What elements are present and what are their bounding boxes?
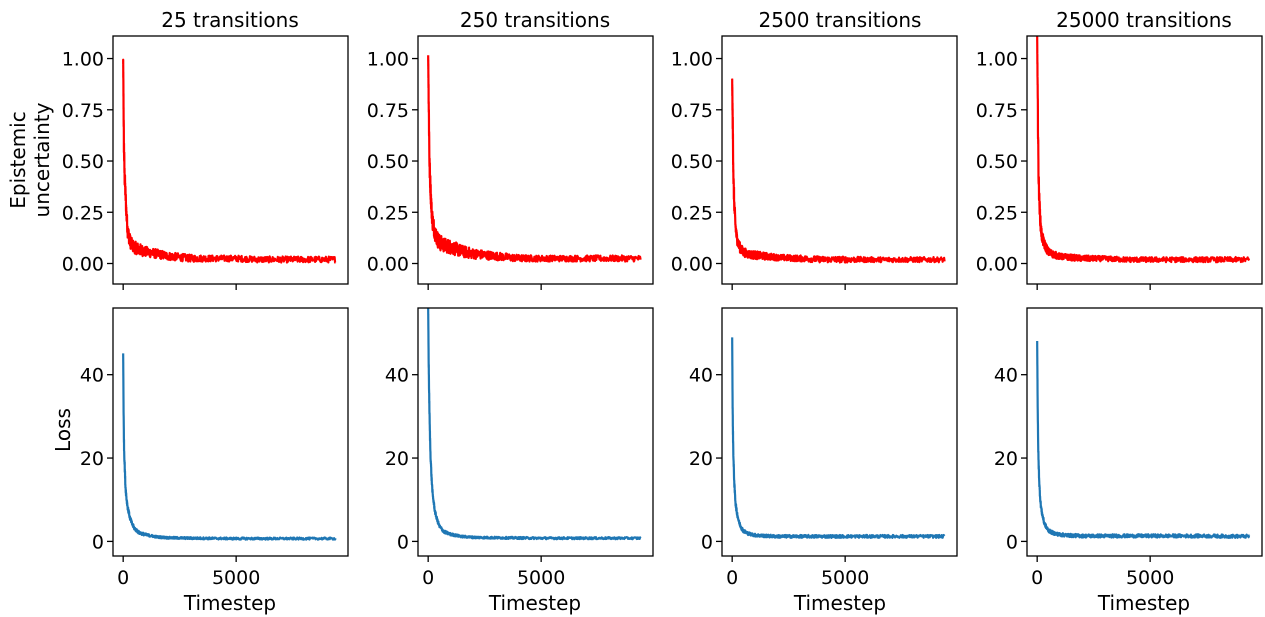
xlabel-col-4: Timestep [1097,591,1190,615]
panel-loss-250: 0 20 40 0 5000 [385,307,654,589]
column-title-25000: 25000 transitions [1056,8,1232,32]
xlabel-col-3: Timestep [793,591,886,615]
panel-loss-25000: 0 20 40 0 5000 [994,307,1263,589]
ytick-label: 0.00 [62,254,104,276]
ytick-label: 0 [1006,531,1018,553]
ytick-label: 0.50 [976,151,1018,173]
series-line-loss-250-0 [427,308,642,541]
panel-loss-25: 0 20 40 0 5000 [80,307,349,589]
ytick-label: 20 [994,448,1018,470]
panel-frame [721,35,958,285]
series-line-epistemic-25000-0 [1036,36,1251,264]
column-title-25: 25 transitions [161,8,299,32]
series-line-loss-25000-0 [1036,339,1251,539]
ytick-label: 1.00 [976,49,1018,71]
xtick-label: 5000 [212,567,260,589]
series-line-loss-25-0 [122,353,337,541]
ytick-label: 0.75 [62,100,104,122]
panel-epistemic-2500: 0.00 0.25 0.50 0.75 1.00 [671,35,958,290]
xtick-label: 0 [1031,567,1043,589]
ytick-label: 0.75 [367,100,409,122]
panel-epistemic-25: 0.00 0.25 0.50 0.75 1.00 [62,35,349,290]
xtick-label: 0 [422,567,434,589]
ytick-label: 0.50 [367,151,409,173]
panel-epistemic-250: 0.00 0.25 0.50 0.75 1.00 [367,35,654,290]
series-line-epistemic-250-0 [427,54,642,263]
ytick-label: 0.75 [976,100,1018,122]
panel-frame [1026,35,1263,285]
ytick-label: 20 [80,448,104,470]
ytick-label: 0 [397,531,409,553]
xlabel-col-1: Timestep [183,591,276,615]
ytick-label: 1.00 [62,49,104,71]
xtick-label: 5000 [1126,567,1174,589]
panel-frame [112,307,349,557]
ytick-label: 0.00 [671,254,713,276]
panel-frame [112,35,349,285]
ytick-label: 0.25 [367,202,409,224]
ytick-label: 1.00 [367,49,409,71]
panel-frame [417,35,654,285]
ytick-label: 40 [80,365,104,387]
ytick-label: 0.25 [62,202,104,224]
ytick-label: 0.25 [671,202,713,224]
ytick-label: 40 [689,365,713,387]
panel-frame [417,307,654,557]
panel-epistemic-25000: 0.00 0.25 0.50 0.75 1.00 [976,35,1263,290]
ytick-label: 0 [92,531,104,553]
xtick-label: 5000 [821,567,869,589]
panel-frame [1026,307,1263,557]
ytick-label: 0.25 [976,202,1018,224]
ylabel-epistemic-line2: uncertainty [30,102,54,217]
column-title-250: 250 transitions [460,8,610,32]
column-title-2500: 2500 transitions [759,8,922,32]
xlabel-col-2: Timestep [488,591,581,615]
ytick-label: 1.00 [671,49,713,71]
xtick-label: 0 [117,567,129,589]
ytick-label: 0.50 [62,151,104,173]
series-line-loss-2500-0 [731,336,946,539]
ytick-label: 0.00 [976,254,1018,276]
xtick-label: 0 [726,567,738,589]
ytick-label: 20 [689,448,713,470]
ytick-label: 40 [994,365,1018,387]
panels: 0.00 0.25 0.50 0.75 1.00 0.00 0.25 0.50 0.75 1.00… [62,35,1263,589]
xtick-label: 5000 [517,567,565,589]
panel-loss-2500: 0 20 40 0 5000 [689,307,958,589]
series-line-epistemic-25-0 [122,58,337,264]
ytick-label: 40 [385,365,409,387]
ytick-label: 0 [701,531,713,553]
ytick-label: 20 [385,448,409,470]
ytick-label: 0.50 [671,151,713,173]
ylabel-epistemic-line1: Epistemic [6,111,30,209]
ylabel-loss: Loss [51,408,75,452]
ytick-label: 0.75 [671,100,713,122]
ytick-label: 0.00 [367,254,409,276]
panel-frame [721,307,958,557]
series-line-epistemic-2500-0 [731,78,946,264]
